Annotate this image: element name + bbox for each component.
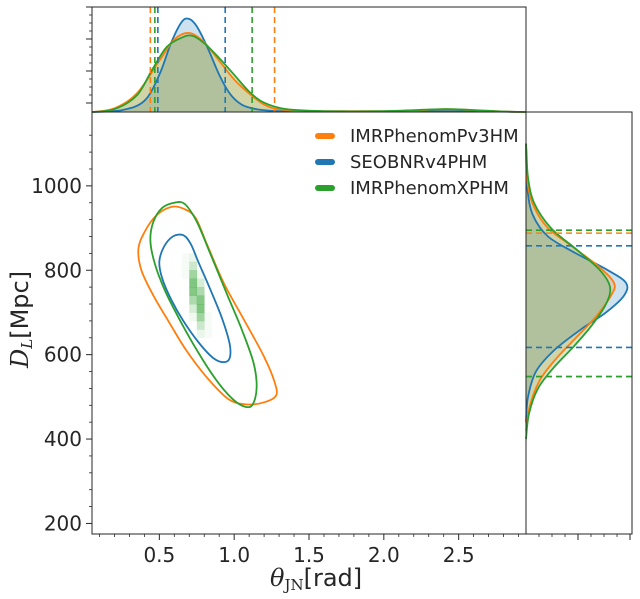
histogram-bin (182, 253, 190, 262)
theta-density-imrphenomxphm (91, 34, 527, 113)
contour-imrphenomxphm (149, 201, 258, 409)
dl-density-imrphenomxphm (525, 143, 612, 440)
dl-density-fill-imrphenomxphm (526, 143, 611, 440)
y-tick-label: 400 (44, 427, 82, 451)
histogram-bin (189, 261, 198, 271)
histogram-bin (189, 295, 198, 305)
theta-density-fill-imrphenompv3hm (92, 32, 526, 112)
histogram-bin (181, 270, 190, 279)
dl-marginal-frame (525, 111, 633, 535)
legend-label-seobnrv4phm: SEOBNRv4PHM (350, 152, 487, 173)
contour-imrphenompv3hm (137, 205, 278, 406)
x-tick-label: 2.0 (368, 543, 400, 567)
y-tick-label: 600 (44, 343, 82, 367)
legend-label-imrphenomxphm: IMRPhenomXPHM (350, 178, 509, 199)
dl-density-fill-imrphenompv3hm (526, 143, 615, 431)
x-tick-label: 1.5 (293, 543, 325, 567)
histogram-bin (189, 312, 198, 322)
x-axis-title: θJN[rad] (270, 564, 362, 594)
dl-marginal-panel (525, 111, 633, 540)
histogram-bin (196, 278, 205, 288)
histogram-bin (204, 312, 213, 322)
theta-marginal-panel (86, 6, 527, 113)
histogram-bin (196, 320, 205, 330)
histogram-bin (181, 261, 190, 271)
legend: IMRPhenomPv3HM SEOBNRv4PHM IMRPhenomXPHM (315, 126, 519, 199)
theta-density-fill-imrphenomxphm (92, 35, 526, 112)
histogram-bin (196, 304, 205, 313)
joint-panel: 0.5 1.0 1.5 2.0 2.5 200 400 600 800 1000 (31, 111, 527, 567)
contour-seobnrv4phm (158, 233, 232, 364)
y-axis-title: DL[Mpc] (6, 271, 36, 369)
x-tick-label: 2.5 (443, 543, 475, 567)
dl-density-imrphenompv3hm (525, 143, 616, 431)
histogram-bin (196, 270, 205, 279)
theta-density-fill-seobnrv4phm (92, 18, 526, 113)
histogram-bin (204, 320, 213, 330)
x-tick-label: 0.5 (143, 543, 175, 567)
y-tick-label: 800 (44, 258, 82, 282)
y-tick-label: 200 (44, 511, 82, 535)
histogram-bin (204, 329, 212, 338)
histogram-bin (189, 287, 198, 296)
x-tick-label: 1.0 (218, 543, 250, 567)
histogram-bin (196, 312, 205, 322)
histogram-bin (189, 304, 198, 313)
joint-frame (91, 111, 527, 535)
histogram-bin (196, 287, 205, 296)
histogram-bin (189, 270, 198, 279)
dl-density-seobnrv4phm (525, 143, 629, 423)
histogram-bin (189, 278, 198, 288)
histogram-bin (196, 329, 205, 339)
legend-label-imrphenompv3hm: IMRPhenomPv3HM (350, 126, 519, 147)
y-tick-label: 1000 (31, 174, 82, 198)
histogram-bin (196, 295, 205, 305)
histogram-bin (189, 253, 198, 263)
